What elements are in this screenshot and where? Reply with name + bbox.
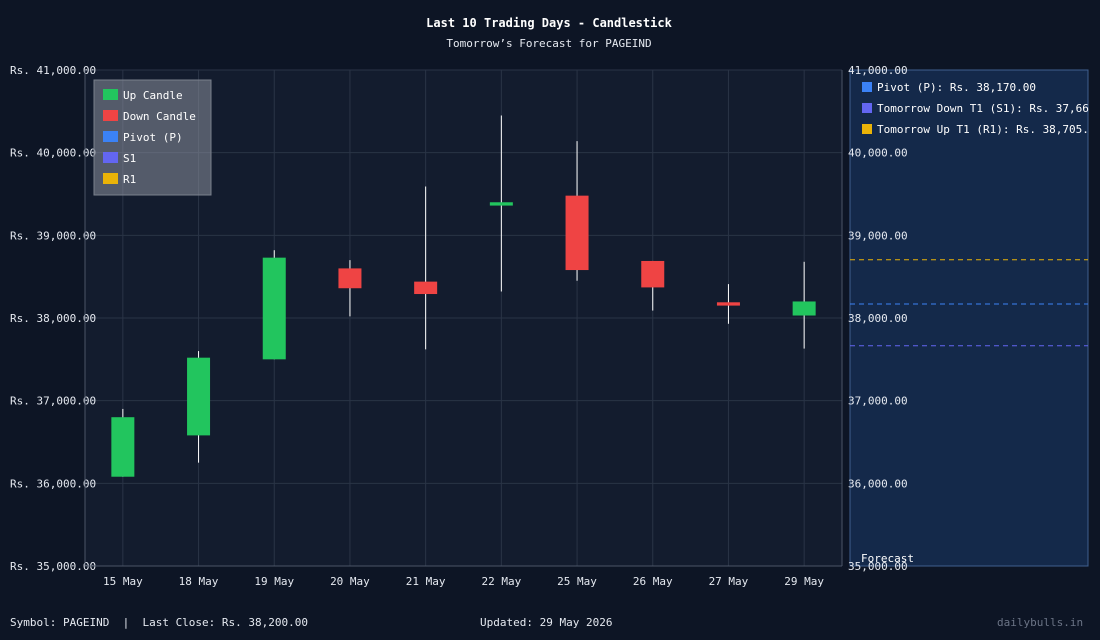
y-tick-label-left: Rs. 39,000.00 <box>10 229 96 242</box>
y-tick-label-left: Rs. 36,000.00 <box>10 477 96 490</box>
x-tick-label: 18 May <box>179 575 219 588</box>
x-tick-label: 29 May <box>784 575 824 588</box>
y-tick-label-right: 38,000.00 <box>848 312 908 325</box>
down-candle-body <box>641 260 665 288</box>
legend-swatch <box>103 110 118 121</box>
footer-brand[interactable]: dailybulls.in <box>997 616 1084 629</box>
chart-subtitle: Tomorrow’s Forecast for PAGEIND <box>446 37 651 50</box>
legend-label: Pivot (P) <box>123 131 183 144</box>
up-candle-body <box>111 417 135 477</box>
legend-label: Up Candle <box>123 89 183 102</box>
forecast-legend-label: Pivot (P): Rs. 38,170.00 <box>877 81 1036 94</box>
forecast-legend-label: Tomorrow Down T1 (S1): Rs. 37,665.00 <box>877 102 1100 115</box>
footer-symbol-info: Symbol: PAGEIND | Last Close: Rs. 38,200… <box>10 616 309 629</box>
legend: Up Candle Down Candle Pivot (P) S1 R1 <box>93 79 212 196</box>
up-candle-body <box>792 301 816 316</box>
footer-updated: Updated: 29 May 2026 <box>480 616 613 629</box>
chart-title: Last 10 Trading Days - Candlestick <box>426 16 672 30</box>
y-tick-label-left: Rs. 41,000.00 <box>10 64 96 77</box>
forecast-panel <box>849 69 1089 567</box>
forecast-legend-swatch <box>862 82 872 92</box>
down-candle-body <box>716 302 740 306</box>
up-candle-body <box>187 357 211 436</box>
up-candle-body <box>262 257 286 360</box>
x-tick-label: 19 May <box>254 575 294 588</box>
y-tick-label-left: Rs. 38,000.00 <box>10 312 96 325</box>
up-candle-body <box>489 202 513 206</box>
y-tick-label-right: 36,000.00 <box>848 477 908 490</box>
x-tick-label: 20 May <box>330 575 370 588</box>
forecast-legend: Pivot (P): Rs. 38,170.00 Tomorrow Down T1… <box>862 81 1100 136</box>
legend-label: Down Candle <box>123 110 196 123</box>
down-candle-body <box>565 195 589 271</box>
y-tick-label-right: 37,000.00 <box>848 395 908 408</box>
down-candle-body <box>338 268 362 289</box>
legend-swatch <box>103 131 118 142</box>
y-tick-label-right: 41,000.00 <box>848 64 908 77</box>
y-tick-label-left: Rs. 37,000.00 <box>10 395 96 408</box>
forecast-label: Forecast <box>861 552 914 565</box>
x-tick-label: 27 May <box>709 575 749 588</box>
y-tick-label-right: 35,000.00 <box>848 560 908 573</box>
x-tick-label: 21 May <box>406 575 446 588</box>
x-tick-label: 26 May <box>633 575 673 588</box>
x-tick-label: 25 May <box>557 575 597 588</box>
forecast-legend-label: Tomorrow Up T1 (R1): Rs. 38,705.00 <box>877 123 1100 136</box>
forecast-legend-swatch <box>862 124 872 134</box>
legend-swatch <box>103 89 118 100</box>
y-tick-label-right: 39,000.00 <box>848 229 908 242</box>
legend-swatch <box>103 152 118 163</box>
x-tick-label: 22 May <box>481 575 521 588</box>
down-candle-body <box>414 281 438 295</box>
legend-label: R1 <box>123 173 136 186</box>
x-tick-label: 15 May <box>103 575 143 588</box>
y-tick-label-left: Rs. 35,000.00 <box>10 560 96 573</box>
y-tick-label-right: 40,000.00 <box>848 147 908 160</box>
legend-label: S1 <box>123 152 136 165</box>
y-tick-label-left: Rs. 40,000.00 <box>10 147 96 160</box>
legend-swatch <box>103 173 118 184</box>
forecast-legend-swatch <box>862 103 872 113</box>
